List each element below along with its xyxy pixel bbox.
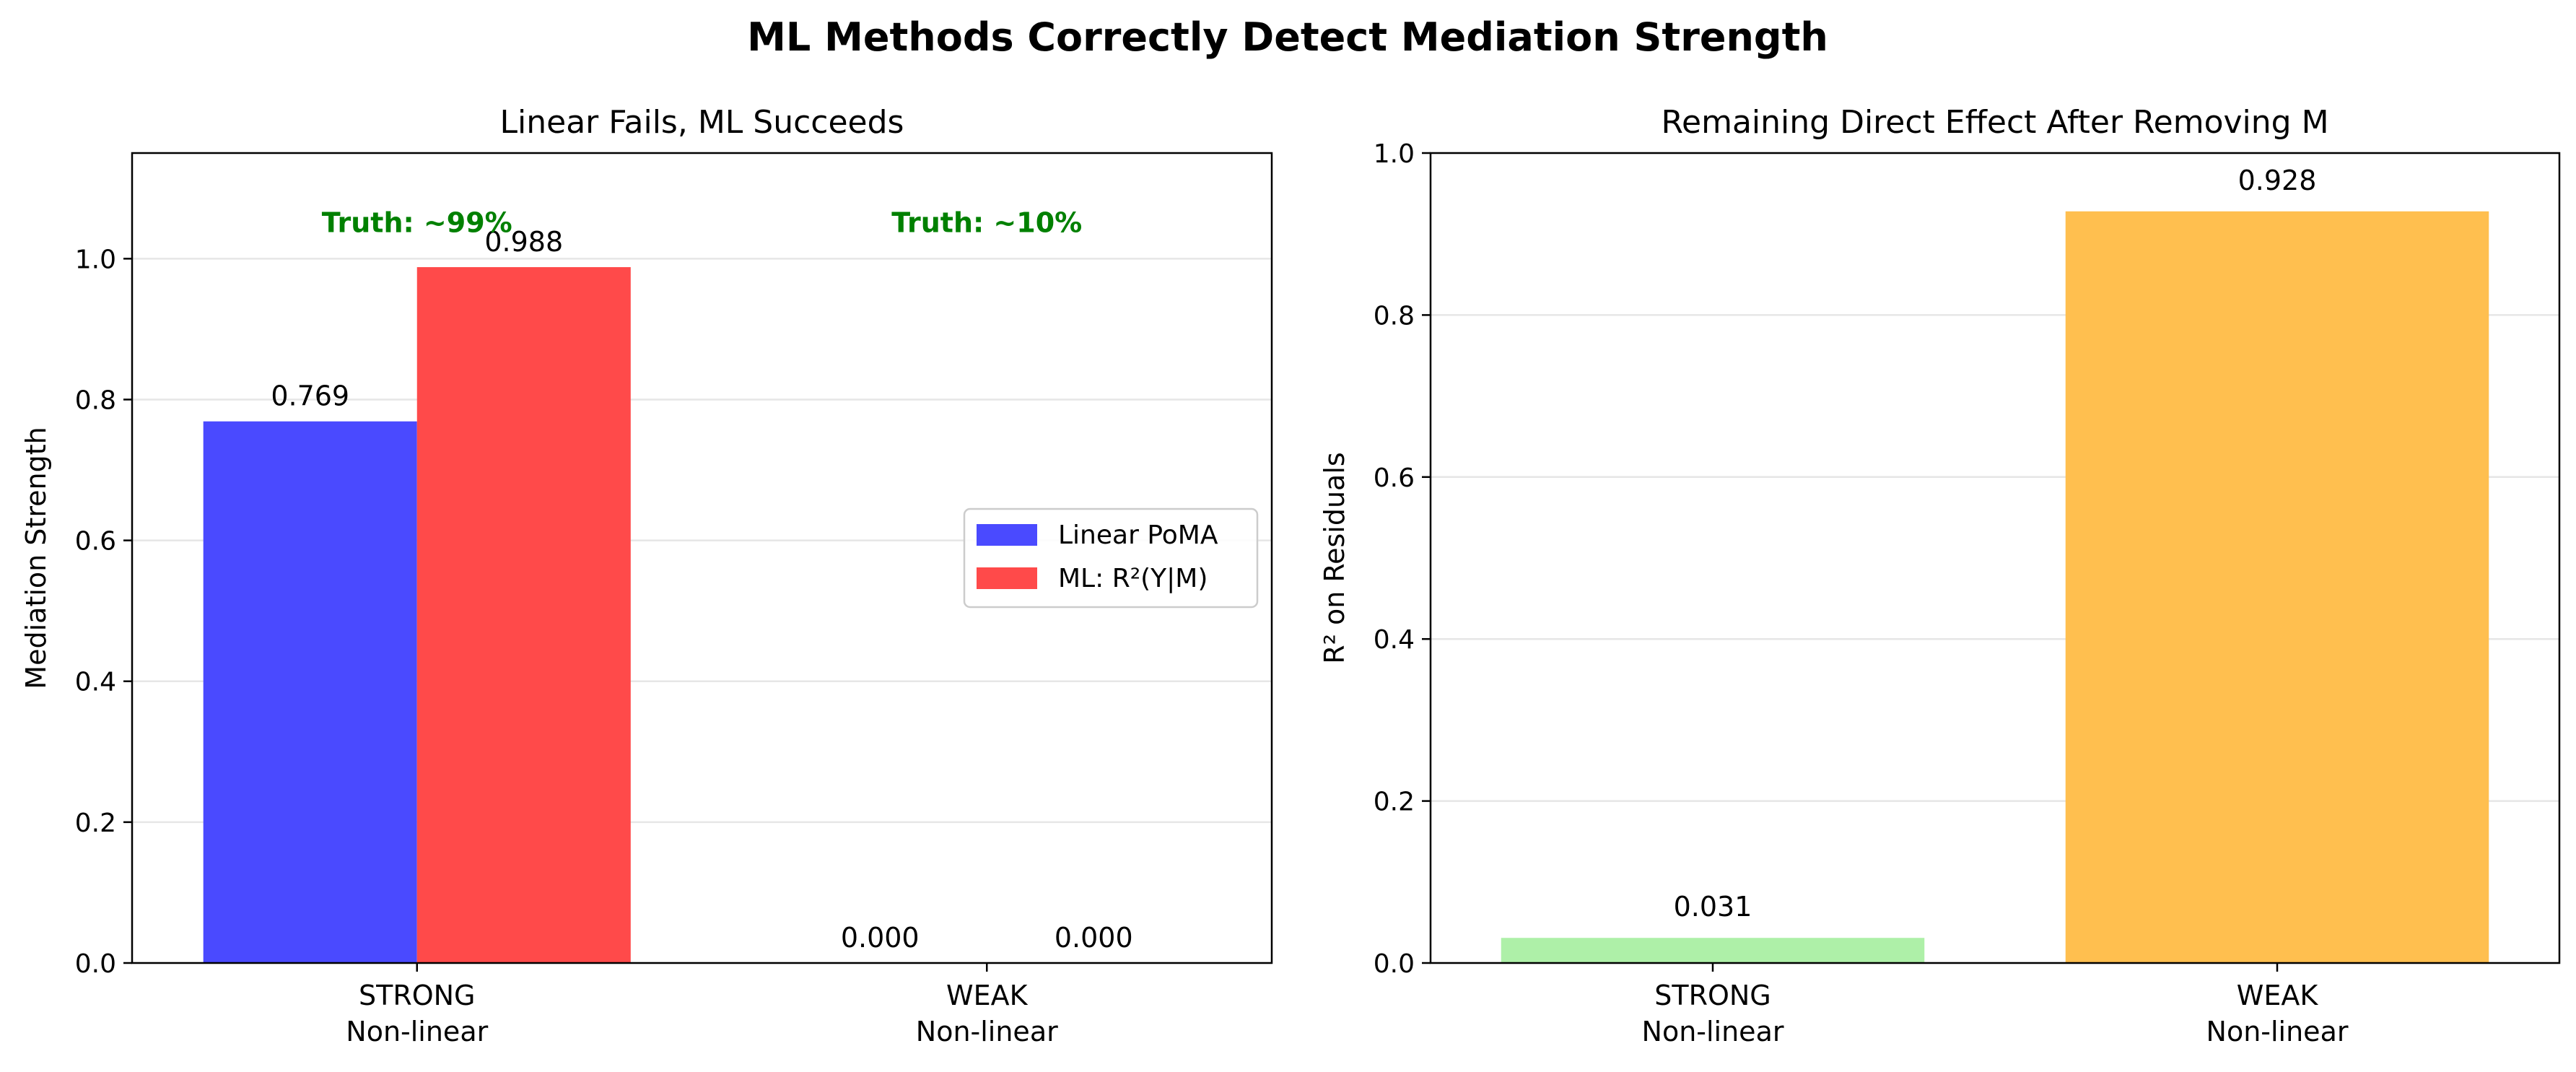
chart-title: Remaining Direct Effect After Removing M <box>1661 104 2328 141</box>
y-tick-label: 0.4 <box>75 668 116 697</box>
legend-swatch <box>977 524 1037 546</box>
y-tick-label: 0.2 <box>1374 788 1415 817</box>
bar <box>203 421 417 963</box>
y-tick-label: 0.2 <box>75 809 116 838</box>
y-tick-label: 0.6 <box>75 527 116 557</box>
y-tick-label: 0.0 <box>75 949 116 979</box>
bar <box>2065 211 2489 964</box>
legend-box <box>963 507 1259 609</box>
figure-suptitle: ML Methods Correctly Detect Mediation St… <box>747 14 1828 60</box>
chart-right-remaining-direct-effect: 0.031 0.928 0.0 0.2 0.4 0.6 0.8 1.0 STRONG Non-li… <box>1319 104 2561 1047</box>
x-tick-label: STRONG Non-linear <box>346 980 488 1047</box>
y-tick-label: 0.0 <box>1374 949 1415 979</box>
y-axis-label: R² on Residuals <box>1319 452 1350 663</box>
y-tick-label: 0.4 <box>1374 625 1415 655</box>
legend-swatch <box>977 567 1037 589</box>
truth-annotation: Truth: ~99% <box>322 207 512 239</box>
y-tick-label: 0.6 <box>1374 463 1415 493</box>
chart-title: Linear Fails, ML Succeeds <box>500 104 904 141</box>
y-tick-label: 0.8 <box>1374 301 1415 331</box>
x-tick-label: WEAK Non-linear <box>2206 980 2349 1047</box>
y-axis-label: Mediation Strength <box>20 427 52 689</box>
y-tick-label: 1.0 <box>1374 139 1415 169</box>
legend-label: Linear PoMA <box>1058 520 1218 550</box>
x-tick-label: WEAK Non-linear <box>916 980 1058 1047</box>
truth-annotation: Truth: ~10% <box>891 207 1082 239</box>
x-tick-label: STRONG Non-linear <box>1642 980 1784 1047</box>
bar <box>416 267 631 963</box>
data-label: 0.988 <box>484 226 563 258</box>
data-label: 0.769 <box>271 380 349 412</box>
axes-frame <box>1429 152 2561 964</box>
chart-left-mediation-strength: 0.769 0.000 0.988 0.000 Truth: ~99% Truth: ~1… <box>20 104 1273 1047</box>
legend-label: ML: R²(Y|M) <box>1058 564 1208 593</box>
bar <box>1501 938 1925 963</box>
data-label: 0.000 <box>1055 922 1133 954</box>
data-label: 0.000 <box>841 922 920 954</box>
y-tick-label: 1.0 <box>75 245 116 274</box>
axes-frame <box>131 152 1273 964</box>
data-label: 0.928 <box>2238 165 2317 196</box>
legend: Linear PoMA ML: R²(Y|M) <box>963 507 1259 609</box>
data-label: 0.031 <box>1674 891 1752 923</box>
y-tick-label: 0.8 <box>75 385 116 415</box>
